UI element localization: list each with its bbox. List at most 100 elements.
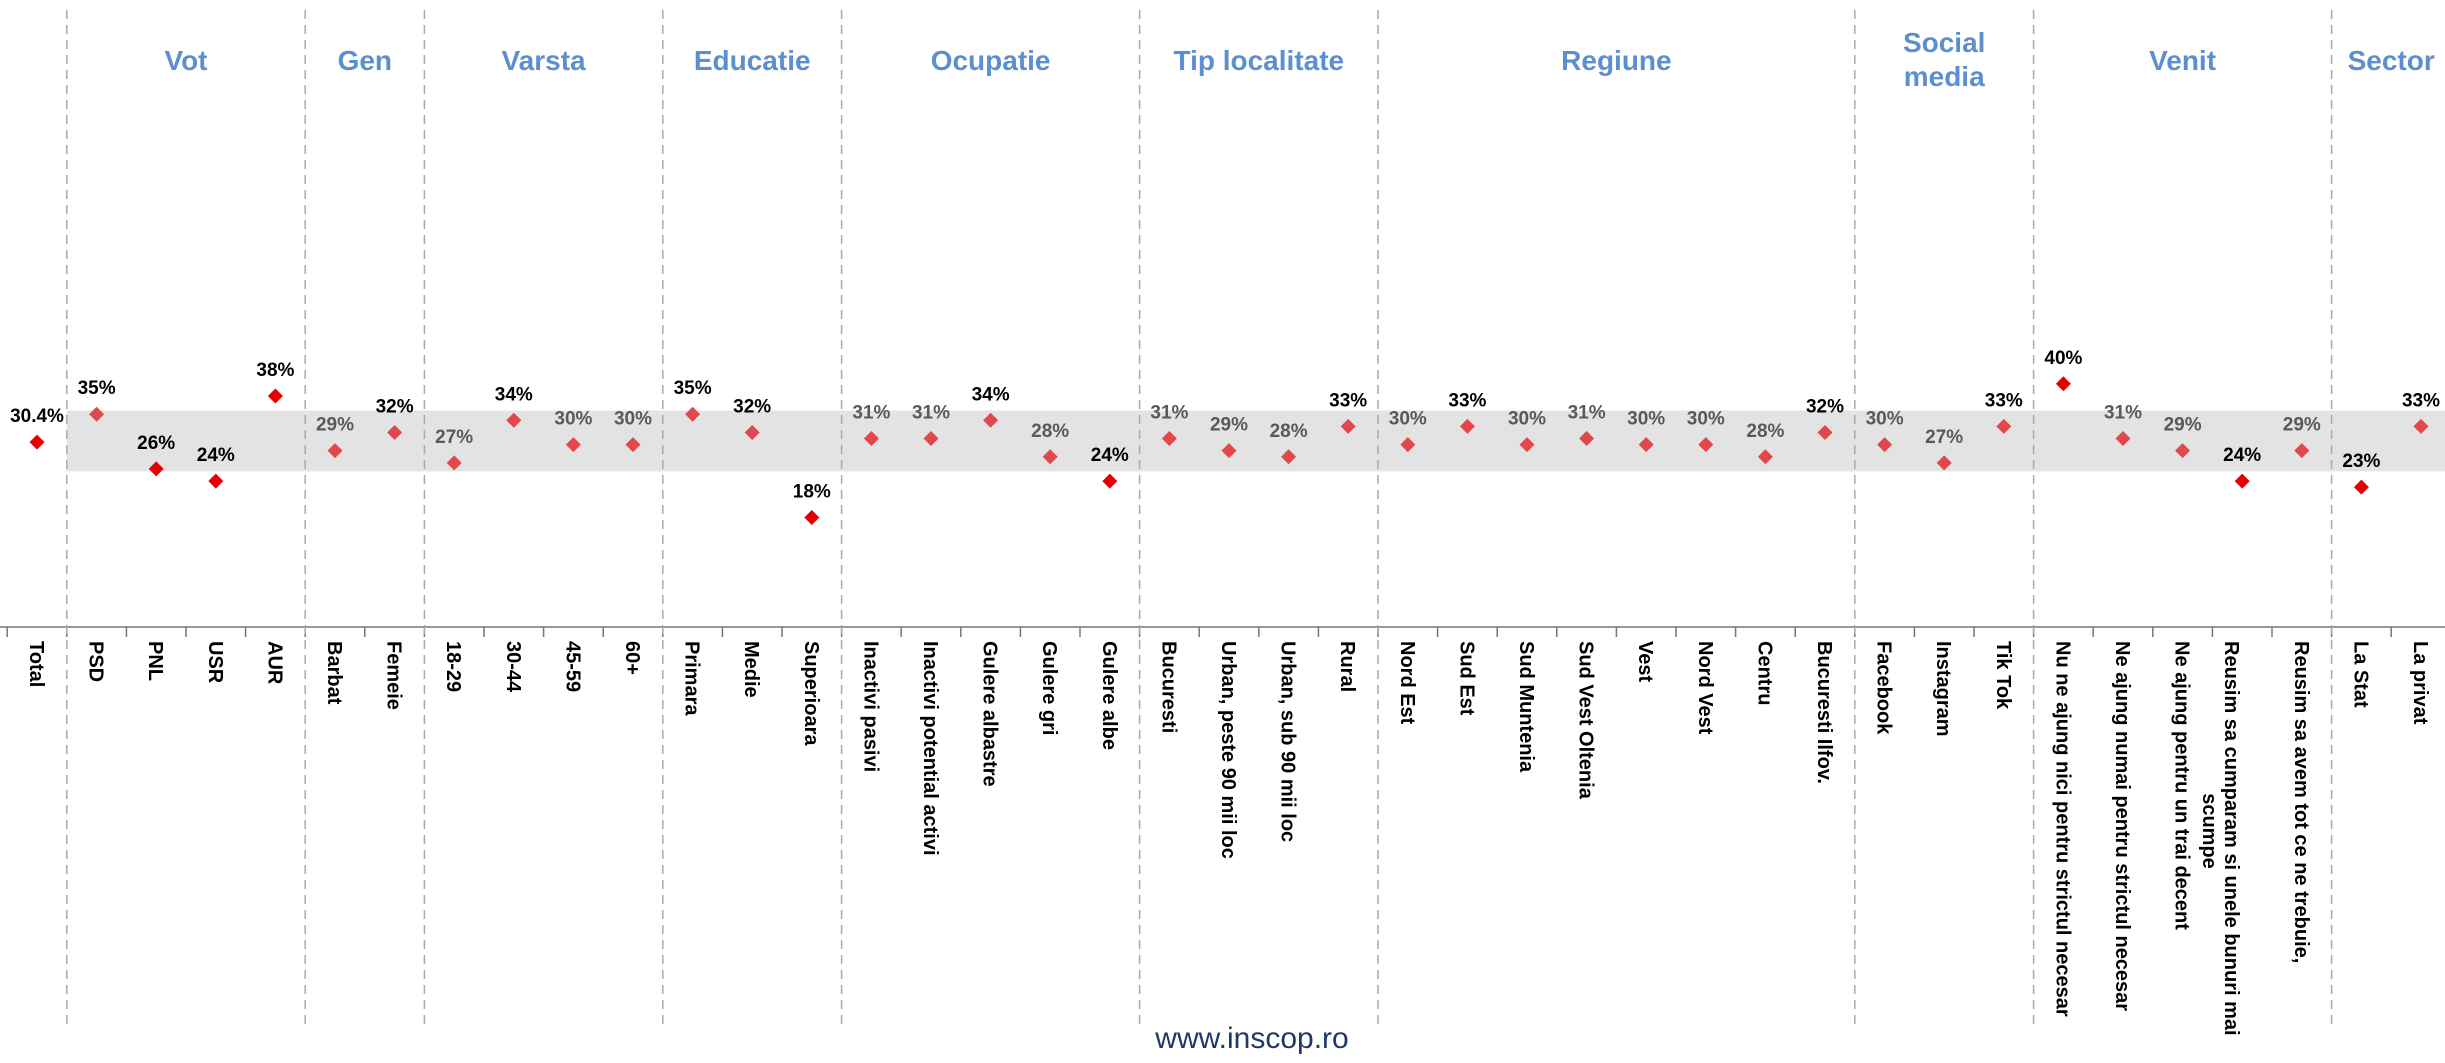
- category-label: Sud Vest Oltenia: [1575, 641, 1597, 800]
- marker: [2055, 376, 2071, 392]
- category-label: Facebook: [1873, 641, 1895, 735]
- category-label: Urban, peste 90 mii loc: [1217, 641, 1239, 859]
- marker: [2294, 443, 2310, 459]
- value-label: 30%: [1508, 409, 1546, 430]
- marker: [2115, 431, 2131, 447]
- group-title: Regiune: [1561, 45, 1671, 76]
- category-label: Reusim sa avem tot ce ne trebuie,: [2290, 641, 2312, 963]
- value-label: 27%: [1925, 427, 1963, 448]
- category-label: Gulere albe: [1098, 641, 1120, 750]
- value-label: 31%: [1150, 403, 1188, 424]
- marker: [2234, 473, 2250, 489]
- category-label: Reusim sa cumparam si unele bunuri maisc…: [2198, 641, 2242, 1036]
- marker: [1042, 449, 1058, 465]
- marker: [625, 437, 641, 453]
- value-label: 33%: [1329, 390, 1367, 411]
- category-label: Total: [25, 641, 47, 687]
- marker: [1817, 424, 1833, 440]
- value-label: 32%: [733, 396, 771, 417]
- value-label: 29%: [2164, 415, 2202, 436]
- value-label: 32%: [376, 396, 414, 417]
- marker: [29, 434, 45, 450]
- value-label: 30%: [1866, 409, 1904, 430]
- value-label: 28%: [1031, 421, 1069, 442]
- group-title: Ocupatie: [931, 45, 1051, 76]
- marker: [148, 461, 164, 477]
- value-label: 28%: [1270, 421, 1308, 442]
- category-label: Rural: [1336, 641, 1358, 692]
- marker: [1400, 437, 1416, 453]
- category-label: Tik Tok: [1992, 641, 2014, 710]
- category-label: Bucuresti Ilfov.: [1813, 641, 1835, 784]
- value-label: 29%: [316, 415, 354, 436]
- marker: [565, 437, 581, 453]
- value-label: 30.4%: [10, 406, 64, 427]
- marker: [1579, 431, 1595, 447]
- value-label: 35%: [78, 378, 116, 399]
- category-label: Ne ajung pentru un trai decent: [2171, 641, 2193, 930]
- footer: www.inscop.ro: [1154, 1022, 1348, 1055]
- value-label: 30%: [1627, 409, 1665, 430]
- marker: [1757, 449, 1773, 465]
- marker: [1221, 443, 1237, 459]
- category-label: PSD: [85, 641, 107, 682]
- group-title: Tip localitate: [1173, 45, 1344, 76]
- marker: [267, 388, 283, 404]
- marker: [208, 473, 224, 489]
- marker: [2413, 418, 2429, 434]
- value-label: 35%: [674, 378, 712, 399]
- category-label: Bucuresti: [1157, 641, 1179, 733]
- marker: [1698, 437, 1714, 453]
- category-label: La Stat: [2349, 641, 2371, 708]
- value-label: 32%: [1806, 396, 1844, 417]
- category-label: PNL: [144, 641, 166, 681]
- marker: [1281, 449, 1297, 465]
- group-title: Varsta: [502, 45, 586, 76]
- category-label: Medie: [740, 641, 762, 698]
- group-title: Social media: [1903, 27, 1985, 92]
- value-label: 24%: [197, 445, 235, 466]
- value-label: 34%: [495, 384, 533, 405]
- marker: [89, 406, 105, 422]
- category-label: USR: [204, 641, 226, 684]
- category-label: 45-59: [561, 641, 583, 692]
- marker: [1102, 473, 1118, 489]
- category-label: 60+: [621, 641, 643, 675]
- group-title: Gen: [338, 45, 392, 76]
- value-label: 30%: [614, 409, 652, 430]
- category-label: Inactivi pasivi: [859, 641, 881, 772]
- value-label: 30%: [1687, 409, 1725, 430]
- value-label: 18%: [793, 482, 831, 503]
- value-label: 34%: [972, 384, 1010, 405]
- category-label: Femeie: [383, 641, 405, 710]
- marker: [1638, 437, 1654, 453]
- category-label: La privat: [2409, 641, 2431, 725]
- category-label: Superioara: [800, 641, 822, 746]
- category-label: AUR: [263, 641, 285, 685]
- value-label: 30%: [1389, 409, 1427, 430]
- marker: [1459, 418, 1475, 434]
- marker: [983, 412, 999, 428]
- value-label: 33%: [1448, 390, 1486, 411]
- group-title: Sector: [2348, 45, 2435, 76]
- category-label: Nord Est: [1396, 641, 1418, 725]
- marker: [506, 412, 522, 428]
- value-label: 31%: [912, 403, 950, 424]
- marker: [1996, 418, 2012, 434]
- value-label: 23%: [2342, 451, 2380, 472]
- marker: [1340, 418, 1356, 434]
- category-label: Ne ajung numai pentru strictul necesar: [2111, 641, 2133, 1011]
- reference-band: [66, 410, 2445, 472]
- category-label: Urban, sub 90 mii loc: [1277, 641, 1299, 842]
- category-label: Gulere gri: [1038, 641, 1060, 735]
- value-label: 29%: [2283, 415, 2321, 436]
- category-label: Nu ne ajung nici pentru strictul necesar: [2051, 641, 2073, 1017]
- value-label: 30%: [554, 409, 592, 430]
- marker: [2175, 443, 2191, 459]
- value-label: 33%: [1985, 390, 2023, 411]
- value-label: 26%: [137, 433, 175, 454]
- marker: [327, 443, 343, 459]
- value-label: 24%: [1091, 445, 1129, 466]
- value-label: 31%: [1568, 403, 1606, 424]
